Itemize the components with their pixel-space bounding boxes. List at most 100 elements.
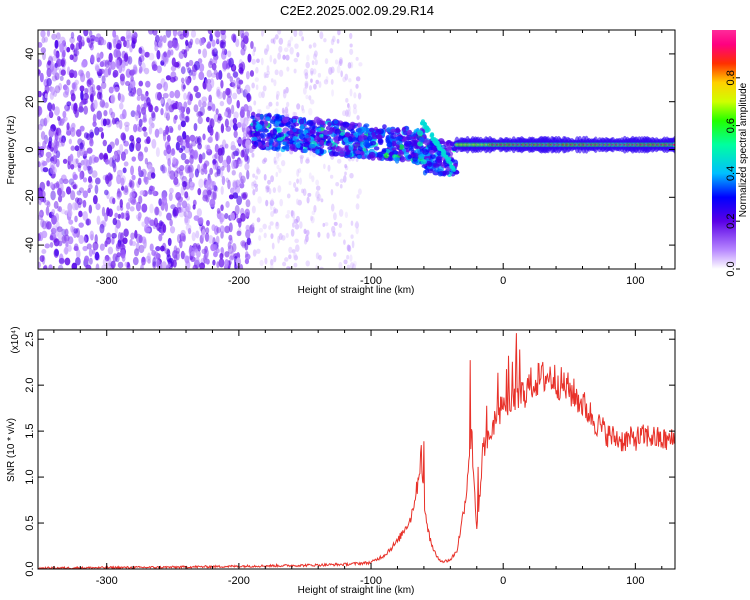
spectrogram-cell [281, 235, 286, 241]
spectrogram-cell [216, 165, 222, 175]
spectrogram-cell [293, 254, 299, 261]
spectrogram-cell [224, 251, 230, 258]
spectrogram-cell [141, 203, 148, 213]
spectrogram-cell [219, 225, 225, 234]
spectrogram-cell [276, 137, 284, 142]
spectrogram-cell [90, 93, 94, 103]
spectrogram-cell [299, 177, 302, 185]
spectrogram-cell [163, 81, 169, 92]
spectrogram-cell [38, 41, 43, 48]
spectrogram-cell [286, 66, 290, 72]
spectrogram-cell [240, 175, 246, 184]
spectrogram-cell [280, 159, 286, 167]
spectrogram-cell [83, 30, 89, 37]
spectrogram-cell [340, 70, 343, 78]
spectrogram-cell [274, 108, 279, 114]
spectrogram-cell [286, 43, 292, 48]
spectrogram-cell [38, 106, 43, 116]
spectrogram-cell [59, 36, 66, 45]
spectrogram-cell [177, 124, 182, 131]
spectrogram-cell [334, 59, 339, 65]
spectrogram-cell [76, 190, 82, 196]
spectrogram-cell [296, 169, 300, 177]
spectrogram-cell [397, 150, 405, 157]
spectrogram-cell [118, 65, 123, 74]
spectrogram-cell [147, 252, 151, 261]
spectrogram-cell [288, 254, 292, 260]
spectrogram-cell [185, 78, 191, 86]
spectrogram-cell [219, 100, 225, 107]
spectrogram-cell [39, 209, 44, 218]
spectrogram-cell [370, 140, 377, 146]
spectrogram-cell [174, 89, 181, 99]
spectrogram-cell [278, 167, 282, 174]
spectrogram-cell [154, 91, 161, 101]
spectrogram-cell [94, 177, 101, 185]
spectrogram-cell [169, 76, 176, 83]
spectrogram-cell [42, 265, 48, 269]
spectrogram-cell [209, 167, 214, 175]
spectrogram-cell [203, 163, 207, 170]
spectrogram-cell [241, 193, 247, 201]
spectrogram-cell [41, 220, 47, 230]
spectrogram-cell [161, 195, 168, 206]
spectrogram-cell [277, 30, 282, 35]
spectrogram-cell [245, 251, 249, 258]
spectrogram-cell [240, 39, 245, 50]
spectrogram-cell [148, 185, 154, 195]
spectrogram-cell [41, 36, 46, 44]
y-tick-label: -20 [24, 189, 36, 205]
spectrogram-cell [288, 137, 293, 142]
spectrogram-cell [111, 232, 117, 239]
spectrogram-cell [345, 150, 351, 155]
spectrogram-cell [305, 158, 310, 164]
spectrogram-cell [119, 102, 124, 110]
spectrogram-cell [220, 167, 224, 178]
spectrogram-cell [172, 30, 178, 37]
spectrogram-cell [154, 44, 159, 52]
spectrogram-cell [355, 83, 359, 89]
spectrogram-cell [87, 187, 91, 194]
spectrogram-cell [336, 65, 341, 74]
spectrogram-cell [251, 58, 256, 65]
spectrogram-cell [196, 137, 201, 144]
spectrogram-cell [276, 156, 280, 162]
spectrogram-cell [228, 234, 233, 241]
spectrogram-cell [339, 183, 343, 189]
spectrogram-cell [111, 159, 116, 169]
spectrogram-cell [138, 244, 145, 254]
spectrogram-cell [90, 34, 96, 42]
spectrogram-cell [179, 239, 183, 249]
spectrogram-cell [298, 30, 303, 37]
spectrogram-cell [208, 136, 213, 143]
spectrogram-cell [269, 200, 275, 206]
spectrogram-cell [207, 41, 212, 49]
spectrogram-cell [277, 52, 281, 60]
spectrogram-cell [172, 39, 179, 48]
spectrogram-cell [239, 182, 245, 189]
spectrogram-cell [424, 125, 429, 130]
spectrogram-cell [175, 141, 180, 151]
colorbar-tick-label: 0.6 [725, 118, 737, 133]
spectrogram-cell [88, 248, 93, 257]
spectrogram-cell [50, 164, 55, 175]
spectrogram-cell [229, 255, 235, 261]
spectrogram-cell [88, 84, 92, 94]
spectrogram-cell [311, 175, 315, 183]
spectrogram-cell [156, 261, 163, 269]
spectrogram-cell [234, 204, 240, 215]
spectrogram-cell [251, 82, 255, 89]
spectrogram-cell [285, 214, 290, 219]
spectrogram-cell [349, 32, 353, 40]
spectrogram-cell [120, 212, 125, 220]
spectrogram-cell [447, 157, 452, 162]
spectrogram-cell [82, 245, 88, 252]
spectrogram-cell [330, 66, 335, 74]
spectrogram-cell [94, 234, 98, 244]
spectrogram-cell [337, 30, 341, 36]
spectrogram-cell [88, 257, 93, 265]
spectrogram-cell [253, 100, 257, 106]
spectrogram-cell [269, 202, 273, 211]
spectrogram-cell [117, 213, 122, 219]
spectrogram-cell [190, 30, 197, 38]
